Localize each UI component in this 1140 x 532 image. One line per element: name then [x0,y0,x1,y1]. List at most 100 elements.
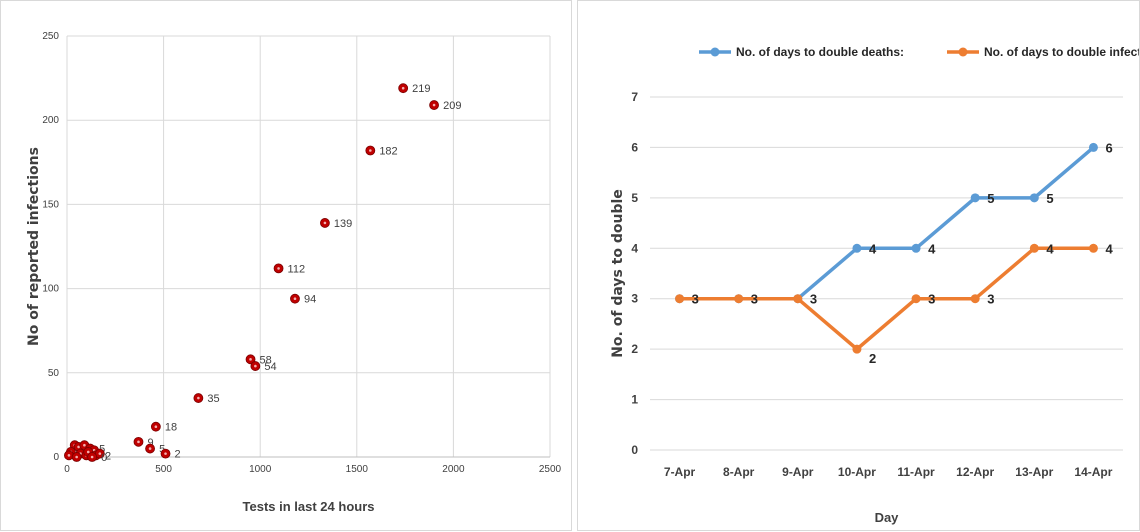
data-label: 4 [1046,241,1054,256]
series-marker [1029,193,1039,203]
scatter-chart-panel: 0 50 100 150 200 250 0 500 1000 1500 2000 2500 Tests… [0,0,572,531]
data-label: 18 [165,422,177,434]
scatter-point-highlight [137,440,140,444]
x-tick-label: 12-Apr [956,465,994,479]
scatter-point-highlight [77,445,80,449]
x-tick-label: 500 [155,464,172,475]
legend-swatch-marker [710,47,720,57]
scatter-point-highlight [148,447,152,450]
legend-swatch-marker [958,47,968,57]
scatter-point-highlight [90,455,94,459]
scatter-point-highlight [254,364,257,368]
scatter-point-highlight [197,396,200,400]
scatter-point-highlight [432,103,436,107]
y-tick-label: 2 [631,342,638,356]
series-line [679,146,1095,301]
data-label: 4 [869,241,877,256]
data-label: 9 [147,437,153,449]
scatter-point-highlight [75,455,78,459]
scatter-point-highlight [67,454,71,457]
y-tick-label: 100 [42,284,59,295]
scatter-point-highlight [293,297,297,301]
data-label: 112 [288,263,306,275]
legend-label: No. of days to double infections: [984,45,1139,59]
y-axis-title: No of reported infections [26,147,42,346]
scatter-point-highlight [164,452,167,455]
data-label: 4 [1105,241,1113,256]
y-tick-label: 150 [42,199,59,210]
data-label: 5 [159,444,165,456]
x-tick-label: 2000 [442,464,465,475]
line-chart-panel: 0 1 2 3 4 5 6 7 7-Apr 8-Apr 9-Apr 10-Apr 11-Apr 12-Ap… [577,0,1140,531]
data-label: 4 [928,241,936,256]
data-label: 0 [101,452,107,464]
x-tick-label: 1500 [346,464,369,475]
scatter-point-highlight [401,86,405,90]
y-tick-label: 250 [42,31,59,42]
y-tick-label: 5 [631,191,638,205]
data-label: 5 [1046,191,1053,206]
x-tick-label: 13-Apr [1015,465,1053,479]
x-tick-label: 14-Apr [1074,465,1112,479]
scatter-point-highlight [369,149,372,152]
x-tick-label: 1000 [249,464,272,475]
series-marker [734,294,744,304]
data-label: 2 [175,449,181,461]
series-marker [675,294,685,304]
y-tick-label: 7 [631,90,638,104]
x-tick-label: 11-Apr [897,465,935,479]
x-tick-label: 8-Apr [723,465,755,479]
data-label: 2 [105,450,111,462]
legend-label: No. of days to double deaths: [736,45,904,59]
data-label: 139 [334,218,352,230]
scatter-point-highlight [86,450,90,454]
data-label: 54 [264,361,276,373]
data-label: 94 [304,294,316,306]
series-marker [911,294,921,304]
y-tick-label: 1 [631,393,638,407]
data-label: 182 [379,146,397,158]
series-marker [852,344,862,354]
series-line [679,246,1094,351]
x-tick-label: 9-Apr [782,465,814,479]
data-label: 219 [412,83,430,95]
data-label: 3 [810,292,817,307]
y-axis-title: No. of days to double [610,189,626,358]
series-marker [970,294,980,304]
data-label: 3 [751,292,758,307]
series-marker [793,294,803,304]
data-label: 58 [260,354,272,366]
series-marker [1029,243,1039,253]
scatter-point-highlight [249,358,252,361]
x-tick-label: 7-Apr [664,465,696,479]
x-axis-title: Tests in last 24 hours [243,499,375,514]
y-tick-label: 4 [631,241,638,255]
data-label: 35 [207,393,219,405]
scatter-point-highlight [83,443,86,447]
y-tick-label: 200 [42,115,59,126]
scatter-point-highlight [98,452,102,455]
y-tick-label: 3 [631,292,638,306]
data-label: 3 [692,292,699,307]
x-axis-title: Day [875,510,900,525]
x-tick-label: 2500 [539,464,562,475]
series-marker [1088,243,1098,253]
data-label: 209 [443,100,461,112]
y-tick-label: 50 [48,368,60,379]
data-label: 5 [987,191,994,206]
y-tick-label: 0 [53,452,59,463]
x-tick-label: 10-Apr [838,465,876,479]
data-label: 3 [987,292,994,307]
scatter-point-highlight [323,221,327,225]
y-tick-label: 0 [631,443,638,457]
x-tick-label: 0 [64,464,70,475]
series-marker [852,243,862,253]
series-marker [970,193,980,203]
data-label: 2 [869,351,876,366]
series-marker [1088,142,1098,152]
data-label: 6 [1105,140,1112,155]
line-chart: 0 1 2 3 4 5 6 7 7-Apr 8-Apr 9-Apr 10-Apr 11-Apr 12-Ap… [610,45,1139,525]
y-tick-label: 6 [631,140,638,154]
scatter-point-highlight [277,267,280,270]
